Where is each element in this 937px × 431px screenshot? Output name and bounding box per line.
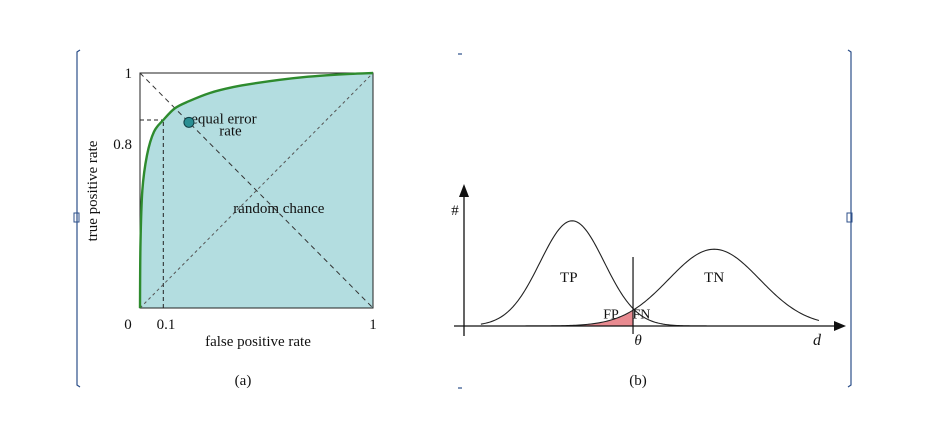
random-chance-label: random chance bbox=[233, 201, 325, 217]
panel-b-caption: (b) bbox=[629, 373, 647, 389]
fp-region bbox=[531, 310, 634, 326]
fn-label: FN bbox=[633, 308, 651, 323]
panel-a-caption: (a) bbox=[235, 373, 252, 389]
roc-chart: true positive rate false positive rate 1… bbox=[85, 66, 377, 389]
count-axis-arrow-icon bbox=[459, 184, 469, 197]
roc-y-tick-0-8: 0.8 bbox=[113, 137, 132, 153]
roc-x-axis-label: false positive rate bbox=[205, 334, 311, 350]
equal-error-marker bbox=[183, 116, 195, 128]
d-axis-arrow-icon bbox=[834, 321, 846, 331]
count-axis-label: # bbox=[451, 203, 459, 219]
tp-label: TP bbox=[560, 270, 578, 286]
roc-x-tick-0-1: 0.1 bbox=[157, 317, 176, 333]
distribution-chart: # d θ TP TN FP FN (b) bbox=[451, 184, 846, 389]
right-frame-bracket bbox=[847, 49, 852, 388]
roc-y-axis-label: true positive rate bbox=[85, 140, 101, 241]
roc-x-tick-1: 1 bbox=[369, 317, 377, 333]
random-chance-diagonal bbox=[139, 72, 374, 309]
left-frame-handle bbox=[73, 212, 80, 223]
tn-label: TN bbox=[704, 270, 724, 286]
equal-error-label: equal error bbox=[191, 112, 256, 128]
left-frame-bracket bbox=[76, 49, 81, 388]
equal-error-diagonal bbox=[139, 72, 374, 309]
d-axis-label: d bbox=[813, 332, 822, 349]
equal-error-rate-label: rate bbox=[219, 123, 242, 139]
threshold-label: θ bbox=[634, 333, 642, 349]
roc-plot-frame bbox=[139, 72, 374, 309]
fp-label: FP bbox=[603, 308, 619, 323]
roc-y-tick-1: 1 bbox=[125, 66, 133, 82]
page-frame bbox=[73, 49, 853, 389]
roc-curve bbox=[138, 71, 374, 309]
right-frame-handle bbox=[846, 212, 853, 223]
roc-x-tick-0: 0 bbox=[124, 317, 132, 333]
